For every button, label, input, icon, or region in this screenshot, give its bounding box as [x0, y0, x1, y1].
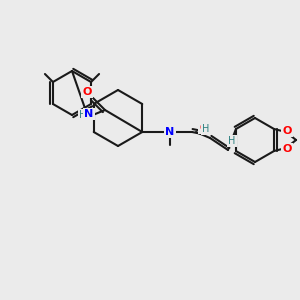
Text: O: O	[282, 126, 292, 136]
Text: H: H	[202, 124, 210, 134]
Text: N: N	[84, 109, 94, 119]
Text: O: O	[199, 123, 209, 133]
Text: N: N	[165, 127, 175, 137]
Text: O: O	[282, 144, 292, 154]
Text: H: H	[228, 136, 236, 146]
Text: O: O	[82, 87, 92, 97]
Text: H: H	[79, 110, 87, 120]
